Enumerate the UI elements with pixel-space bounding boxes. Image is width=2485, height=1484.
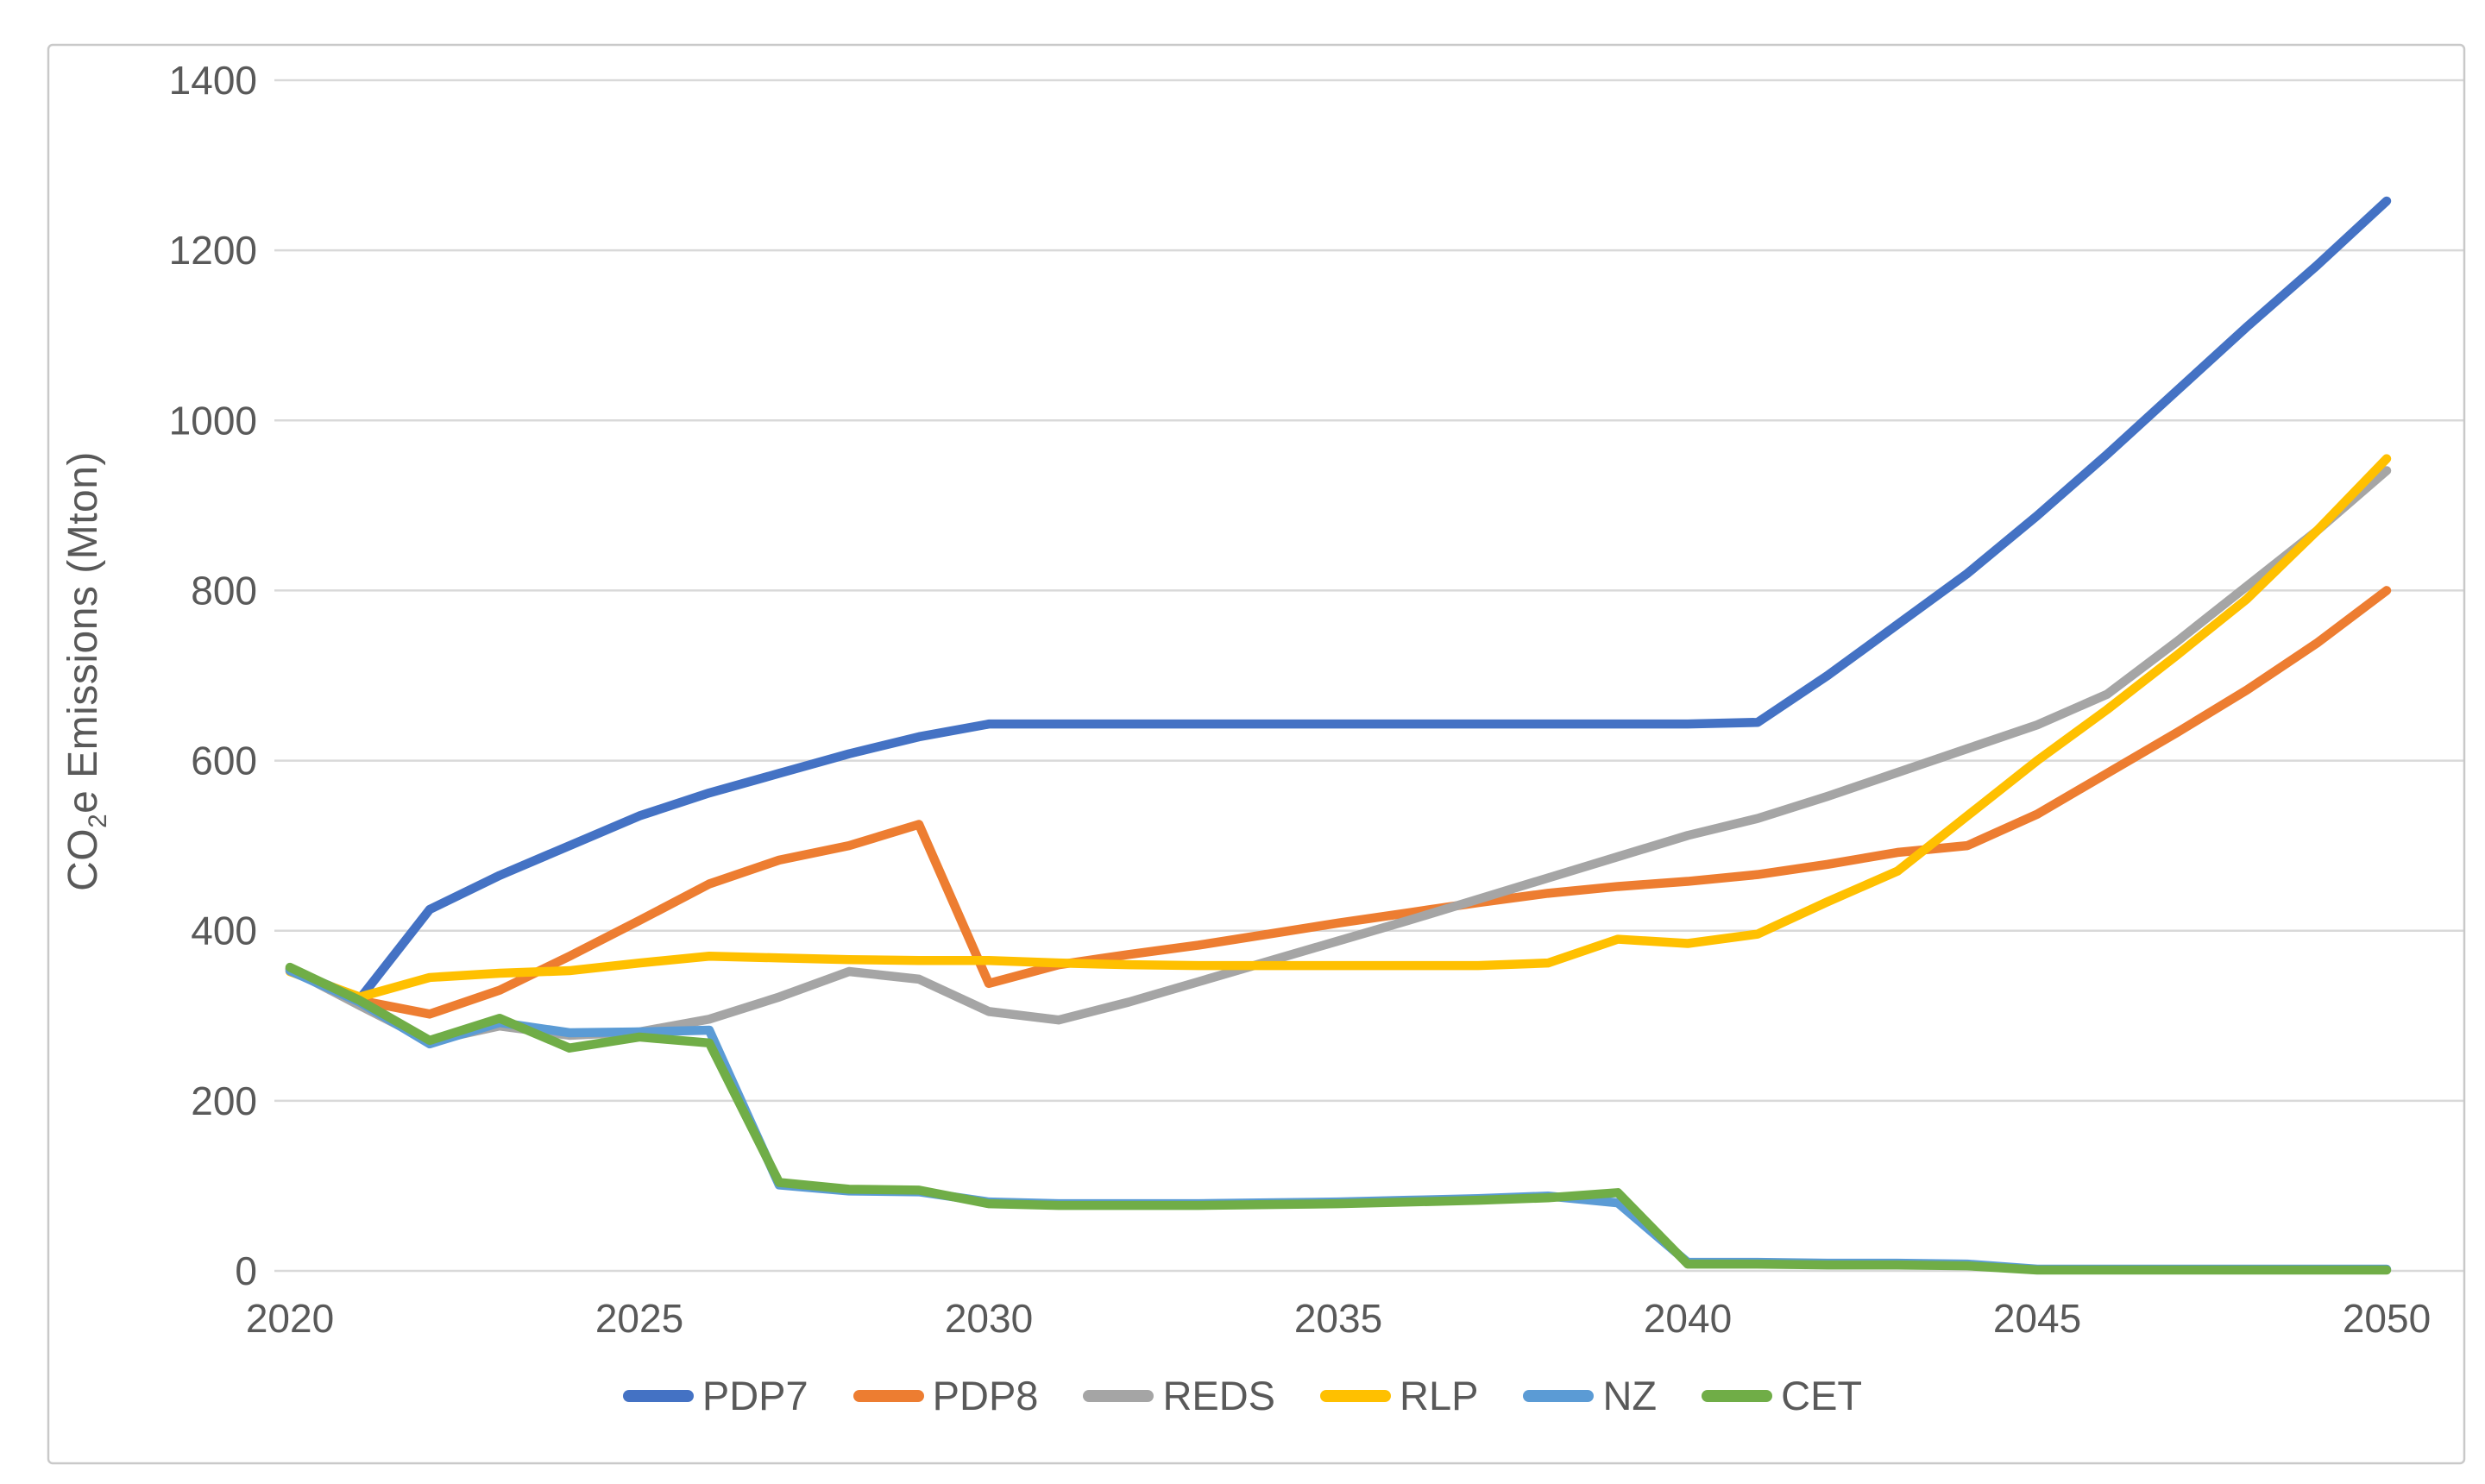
y-axis-title-text: e Emissions (Mton) [60, 451, 107, 814]
series-line-reds [285, 466, 2392, 1047]
y-tick-label-600: 600 [191, 739, 257, 783]
legend-label-pdp7: PDP7 [701, 1373, 808, 1418]
legend-item-rlp: RLP [1320, 1372, 1478, 1419]
legend-label-pdp8: PDP8 [932, 1373, 1039, 1418]
x-tick-label-2025: 2025 [595, 1296, 683, 1341]
legend-item-nz: NZ [1523, 1372, 1657, 1419]
y-axis-title: CO2e Emissions (Mton) [60, 451, 113, 891]
legend-item-pdp8: PDP8 [852, 1372, 1039, 1419]
x-tick-label-2035: 2035 [1294, 1296, 1382, 1341]
legend-item-reds: REDS [1083, 1372, 1275, 1419]
chart-legend: PDP7 PDP8 REDS RLP NZ CET [0, 1372, 2485, 1419]
legend-item-pdp7: PDP7 [622, 1372, 808, 1419]
y-tick-label-800: 800 [191, 568, 257, 613]
y-tick-label-400: 400 [191, 909, 257, 953]
legend-label-cet: CET [1781, 1373, 1863, 1418]
x-tick-label-2050: 2050 [2343, 1296, 2431, 1341]
x-tick-label-2045: 2045 [1993, 1296, 2081, 1341]
series-line-nz [285, 965, 2392, 1274]
legend-swatch-pdp7 [622, 1389, 694, 1402]
y-tick-label-1200: 1200 [169, 228, 257, 273]
x-tick-label-2040: 2040 [1644, 1296, 1732, 1341]
series-line-cet [285, 962, 2392, 1275]
series-line-pdp7 [285, 196, 2392, 1003]
legend-item-cet: CET [1702, 1372, 1862, 1419]
legend-swatch-rlp [1320, 1389, 1392, 1402]
y-tick-label-1000: 1000 [169, 398, 257, 443]
chart-frame [47, 43, 2466, 1465]
x-tick-label-2020: 2020 [246, 1296, 334, 1341]
legend-swatch-nz [1523, 1389, 1595, 1402]
x-tick-label-2030: 2030 [945, 1296, 1033, 1341]
legend-label-reds: REDS [1162, 1373, 1276, 1418]
y-tick-label-0: 0 [235, 1248, 257, 1293]
legend-label-nz: NZ [1602, 1373, 1658, 1418]
series-line-pdp8 [285, 586, 2392, 1019]
y-tick-label-200: 200 [191, 1078, 257, 1123]
series-line-rlp [285, 454, 2392, 1002]
legend-swatch-cet [1702, 1389, 1773, 1402]
y-axis-title-subscript: 2 [83, 813, 112, 828]
legend-swatch-reds [1083, 1389, 1154, 1402]
y-axis-title-text: CO [60, 827, 107, 891]
legend-swatch-pdp8 [852, 1389, 924, 1402]
legend-label-rlp: RLP [1400, 1373, 1479, 1418]
y-tick-label-1400: 1400 [169, 58, 257, 103]
